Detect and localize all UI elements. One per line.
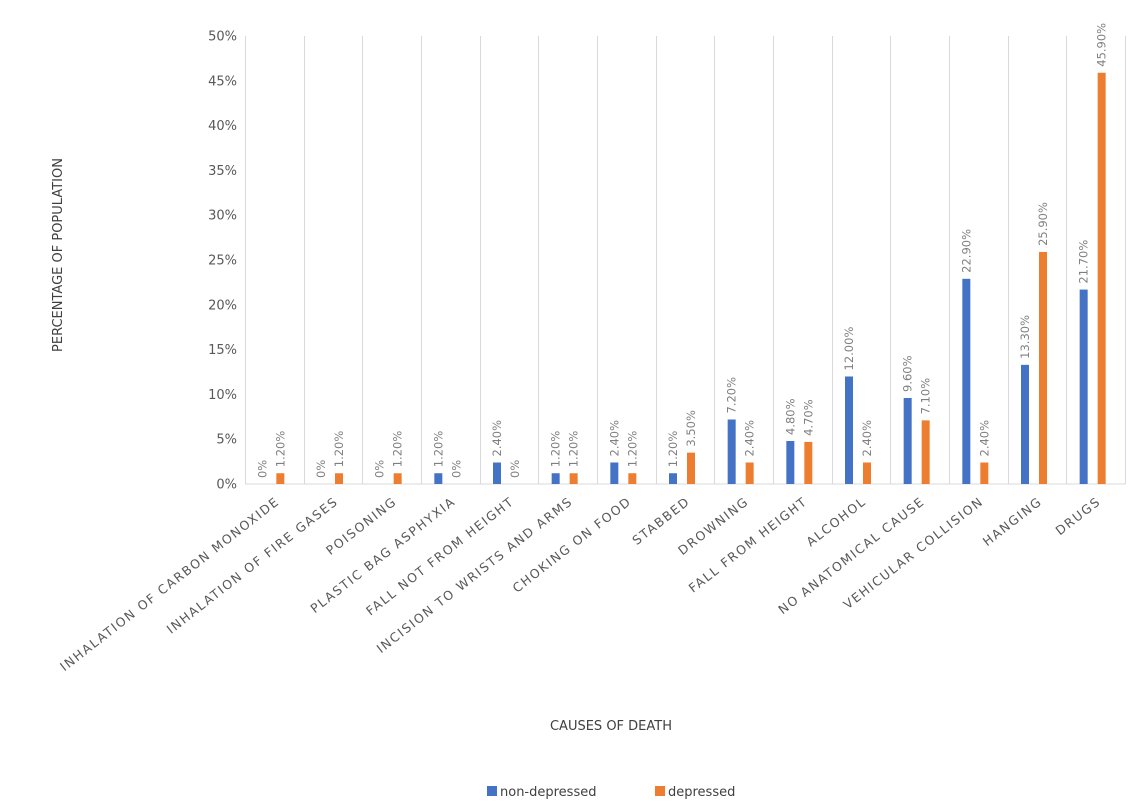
data-label-depressed: 0% [508,460,522,478]
bar-depressed [745,462,754,484]
data-label-non-depressed: 0% [255,460,269,478]
data-label-depressed: 25.90% [1036,202,1050,246]
bar-depressed [335,473,343,484]
data-label-depressed: 2.40% [860,420,874,457]
data-label-depressed: 7.10% [919,378,933,415]
bar-non-depressed [962,278,971,484]
data-label-depressed: 0% [449,460,463,478]
bar-non-depressed [493,462,501,484]
gridlines [245,36,1126,485]
data-label-non-depressed: 7.20% [725,377,739,414]
data-label-non-depressed: 0% [373,460,387,478]
y-tick-label: 30% [208,209,237,224]
x-axis-title: CAUSES OF DEATH [550,719,672,734]
data-label-depressed: 2.40% [977,420,991,457]
data-label-non-depressed: 1.20% [431,431,445,468]
bar-depressed [393,473,402,484]
y-tick-label: 15% [208,343,237,358]
y-tick-label: 10% [208,388,237,403]
data-label-depressed: 3.50% [684,410,698,447]
x-category-label: FALL FROM HEIGHT [686,494,811,596]
bar-depressed [569,473,578,484]
data-label-non-depressed: 0% [314,460,328,478]
bar-non-depressed [669,473,677,484]
legend-label-non-depressed: non-depressed [500,785,596,800]
data-label-depressed: 1.20% [391,431,405,468]
bar-non-depressed [845,376,853,484]
bar-depressed [804,441,813,484]
y-tick-label: 25% [208,254,237,269]
data-label-non-depressed: 12.00% [842,327,856,371]
y-tick-label: 50% [208,30,237,45]
y-tick-label: 20% [208,298,237,313]
y-tick-label: 35% [208,164,237,179]
legend-swatch-non-depressed [487,786,497,796]
bar-depressed [863,462,871,484]
data-label-non-depressed: 1.20% [666,431,680,468]
bar-non-depressed [551,473,560,484]
bar-non-depressed [610,462,619,484]
bar-non-depressed [903,397,912,484]
legend: non-depressed depressed [487,785,735,800]
bar-depressed [921,420,930,484]
bars [276,72,1106,485]
x-axis-category-labels: INHALATION OF CARBON MONOXIDEINHALATION … [57,494,1103,675]
y-tick-label: 40% [208,119,237,134]
data-label-non-depressed: 13.30% [1018,315,1032,359]
y-axis-title: PERCENTAGE OF POPULATION [51,158,66,352]
data-label-non-depressed: 9.60% [901,355,915,392]
data-label-depressed: 1.20% [625,431,639,468]
bar-depressed [1039,251,1047,484]
bar-depressed [628,473,637,484]
y-tick-label: 5% [216,433,237,448]
bar-depressed [1097,72,1106,485]
data-label-depressed: 2.40% [743,420,757,457]
x-category-label: HANGING [980,494,1045,549]
x-category-label: CHOKING ON FOOD [509,494,634,596]
bar-depressed [276,473,285,484]
data-label-non-depressed: 4.80% [783,398,797,435]
data-label-non-depressed: 22.90% [959,229,973,273]
bar-depressed [687,452,695,484]
data-label-non-depressed: 2.40% [607,420,621,457]
legend-label-depressed: depressed [668,785,735,800]
data-label-non-depressed: 21.70% [1077,240,1091,284]
legend-swatch-depressed [655,786,665,796]
data-label-depressed: 4.70% [801,399,815,436]
bar-non-depressed [727,419,736,484]
x-category-label: DRUGS [1052,494,1103,539]
y-axis-ticks: 0% 5% 10% 15% 20% 25% 30% 35% 40% 45% 50% [208,30,237,493]
data-label-depressed: 1.20% [273,431,287,468]
bar-depressed [980,462,989,484]
data-label-depressed: 45.90% [1095,23,1109,67]
data-label-depressed: 1.20% [567,431,581,468]
bar-non-depressed [1079,289,1088,484]
bar-non-depressed [1021,364,1029,484]
data-label-depressed: 1.20% [332,431,346,468]
bar-non-depressed [786,440,795,484]
data-label-non-depressed: 2.40% [490,420,504,457]
y-tick-label: 45% [208,74,237,89]
data-label-non-depressed: 1.20% [549,431,563,468]
data-labels: 0% 0% 0% 1.20% 2.40% 1.20% 2.40% 1.20% 7.20% 4.80… [255,23,1108,478]
y-tick-label: 0% [216,478,237,493]
x-category-label: INHALATION OF CARBON MONOXIDE [57,494,282,675]
bar-non-depressed [434,473,443,484]
